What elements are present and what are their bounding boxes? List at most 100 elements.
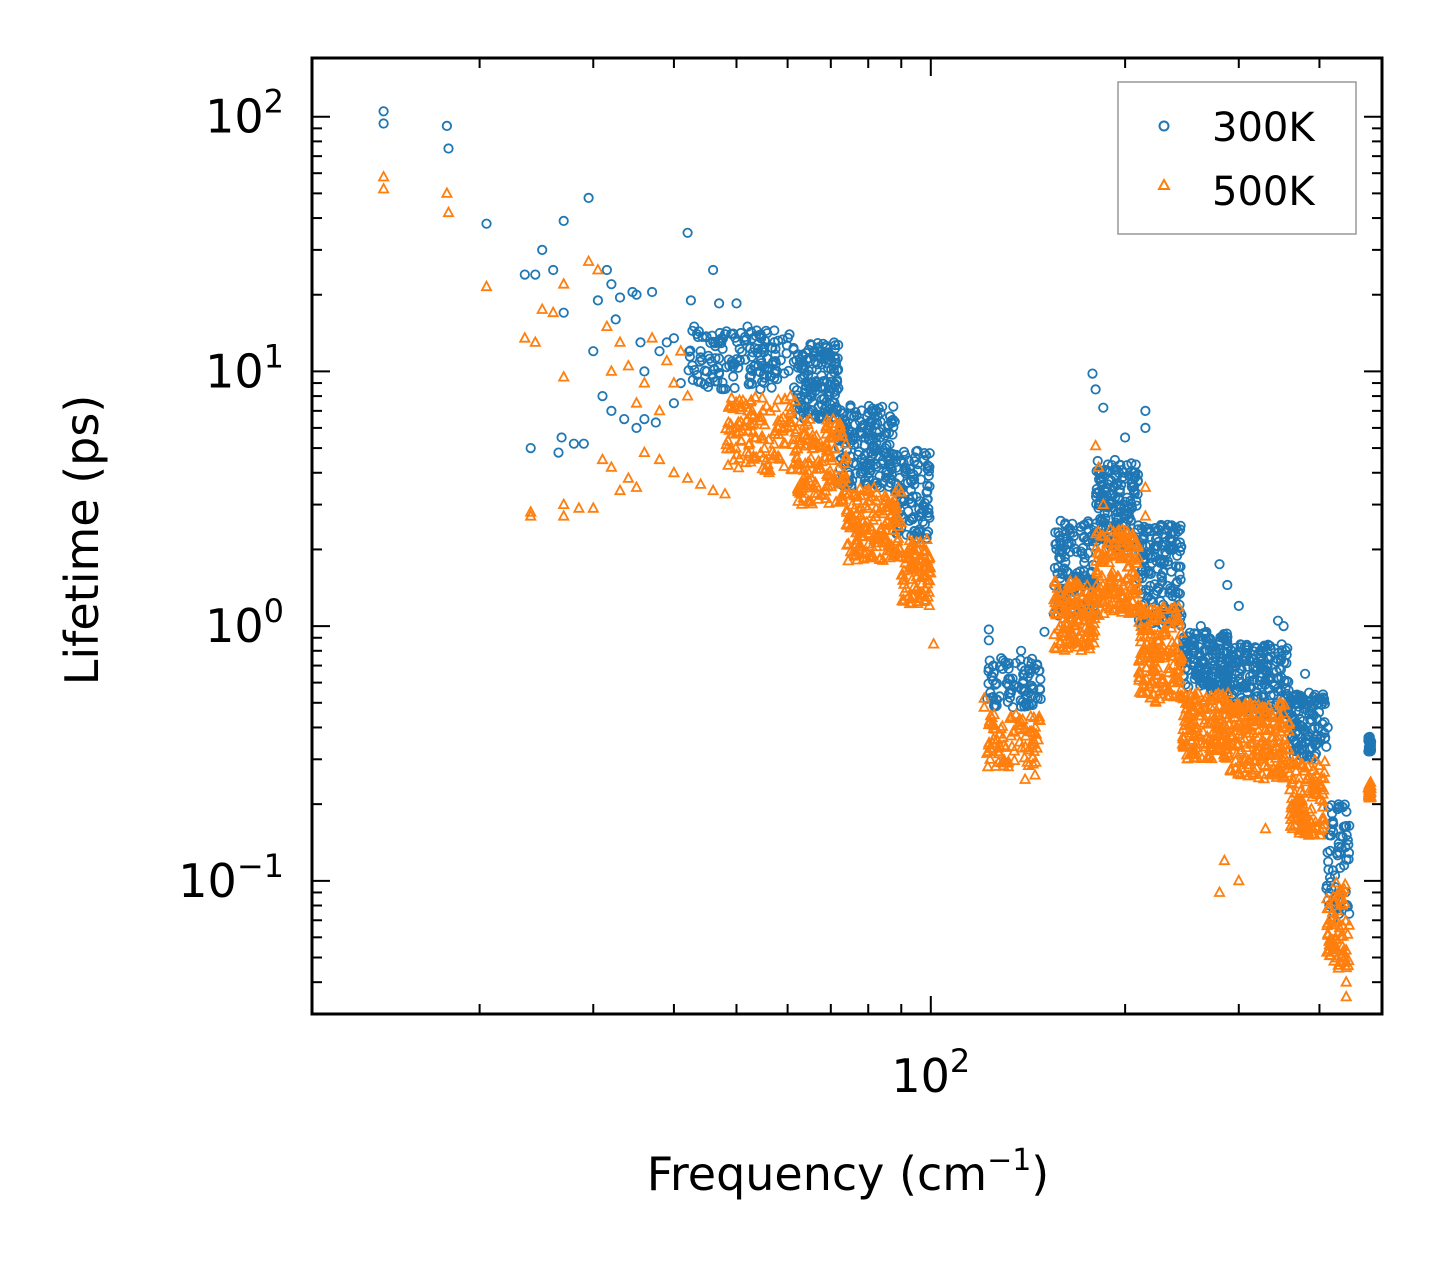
legend-label-500k: 500K [1212, 169, 1316, 215]
point-500k-148 [724, 417, 737, 429]
point-300k-1395 [1205, 670, 1217, 681]
point-300k-5 [537, 244, 548, 255]
point-300k-651 [915, 474, 926, 485]
point-500k-23 [674, 344, 687, 356]
point-500k-740 [1059, 616, 1072, 629]
point-500k-553 [909, 583, 923, 595]
point-300k-1847 [1233, 600, 1244, 612]
point-300k-1206 [1157, 567, 1169, 578]
point-500k-2 [440, 186, 454, 198]
point-500k-304 [804, 471, 818, 483]
point-300k-1045 [1123, 507, 1134, 519]
point-300k-618 [922, 486, 933, 497]
point-500k-1130 [1162, 616, 1176, 628]
point-300k-1365 [1217, 652, 1228, 663]
point-500k-320 [804, 451, 818, 463]
point-500k-932 [1106, 595, 1119, 607]
point-500k-8 [547, 305, 560, 318]
point-500k-463 [874, 521, 888, 533]
point-500k-1630 [1297, 812, 1310, 824]
point-500k-1493 [1238, 752, 1251, 764]
point-300k-553 [877, 445, 889, 456]
point-500k-759 [1072, 608, 1086, 620]
point-500k-288 [828, 442, 841, 454]
point-500k-1427 [1273, 696, 1286, 708]
point-500k-1271 [1183, 687, 1197, 699]
point-300k-1231 [1137, 564, 1148, 576]
point-300k-1599 [1235, 642, 1246, 653]
point-300k-42 [597, 390, 608, 402]
point-500k-1615 [1305, 802, 1318, 814]
point-300k-1848 [1272, 615, 1284, 626]
point-500k-378 [877, 506, 890, 519]
point-500k-1476 [1228, 710, 1241, 723]
point-500k-1301 [1199, 701, 1212, 713]
point-500k-642 [986, 716, 999, 728]
point-500k-440 [891, 534, 904, 546]
point-300k-499 [888, 401, 899, 412]
point-300k-359 [832, 365, 844, 376]
point-500k-799 [1059, 602, 1072, 614]
point-500k-36 [638, 445, 651, 458]
point-500k-306 [815, 454, 828, 467]
point-500k-556 [903, 561, 916, 573]
point-500k-941 [1111, 597, 1124, 609]
point-300k-1702 [1304, 709, 1315, 720]
point-300k-1053 [1101, 490, 1112, 501]
point-500k-142 [785, 415, 798, 428]
point-500k-1467 [1232, 736, 1245, 749]
point-500k-248 [806, 428, 819, 440]
point-300k-884 [1050, 527, 1061, 538]
point-300k-348 [819, 353, 830, 364]
point-300k-1203 [1144, 585, 1155, 596]
point-300k-730 [1035, 693, 1046, 705]
point-500k-829 [1091, 566, 1104, 578]
point-300k-17 [601, 264, 613, 276]
point-500k-1744 [1139, 480, 1152, 492]
point-500k-1609 [1300, 814, 1314, 826]
point-300k-1237 [1143, 549, 1154, 561]
point-500k-543 [911, 542, 924, 554]
point-500k-27 [557, 509, 570, 521]
point-300k-734 [1020, 690, 1032, 701]
point-300k-753 [1030, 692, 1041, 703]
point-500k-1298 [1181, 751, 1194, 763]
point-500k-571 [915, 551, 929, 564]
point-300k-667 [891, 462, 902, 473]
point-500k-1299 [1211, 705, 1224, 718]
point-500k-475 [842, 537, 855, 549]
point-300k-170 [762, 328, 773, 339]
point-500k-1295 [1203, 749, 1217, 761]
point-300k-480 [850, 468, 861, 479]
point-500k-1748 [1232, 873, 1245, 886]
point-500k-1131 [1147, 610, 1160, 622]
point-500k-16 [622, 359, 635, 371]
point-300k-31 [685, 295, 697, 306]
point-300k-191 [717, 377, 728, 388]
point-300k-752 [994, 691, 1005, 702]
point-500k-140 [742, 447, 755, 459]
point-300k-1793 [1322, 847, 1333, 858]
point-300k-1044 [1091, 488, 1102, 499]
point-300k-1027 [1129, 480, 1140, 492]
point-500k-791 [1057, 591, 1071, 603]
point-500k-662 [1008, 753, 1021, 765]
y-tick-label: 101 [205, 337, 284, 398]
point-300k-758 [985, 687, 996, 698]
point-500k-1400 [1235, 743, 1248, 755]
point-300k-1032 [1117, 464, 1128, 476]
point-300k-1 [378, 118, 389, 129]
point-500k-9 [557, 277, 570, 289]
point-500k-382 [862, 482, 875, 494]
point-500k-593 [996, 719, 1009, 731]
point-500k-1676 [1327, 954, 1341, 966]
point-500k-449 [848, 549, 861, 561]
point-500k-854 [1109, 536, 1122, 549]
point-500k-506 [905, 572, 919, 584]
point-300k-203 [713, 368, 725, 380]
point-300k-1695 [1304, 687, 1315, 698]
point-300k-1718 [1291, 705, 1302, 717]
point-500k-1686 [1343, 918, 1356, 930]
point-500k-657 [991, 733, 1004, 745]
point-500k-1286 [1196, 725, 1210, 737]
